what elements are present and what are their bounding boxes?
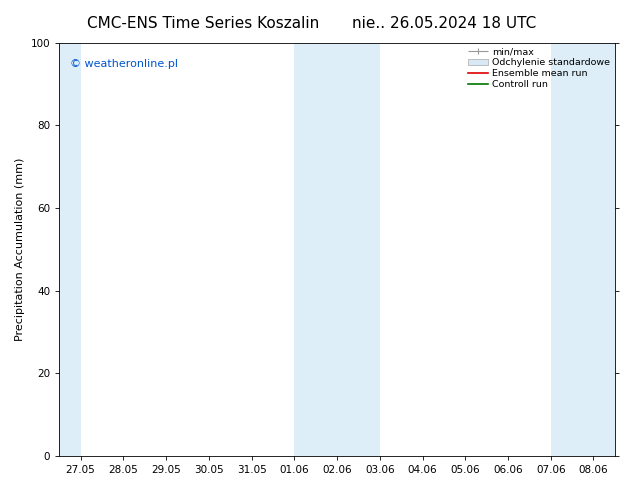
Bar [59,43,81,456]
Legend: min/max, Odchylenie standardowe, Ensemble mean run, Controll run: min/max, Odchylenie standardowe, Ensembl… [465,46,612,91]
Bar [294,43,380,456]
Text: CMC-ENS Time Series Koszalin: CMC-ENS Time Series Koszalin [87,16,319,31]
Text: nie.. 26.05.2024 18 UTC: nie.. 26.05.2024 18 UTC [352,16,536,31]
Bar [551,43,615,456]
Text: © weatheronline.pl: © weatheronline.pl [70,59,178,69]
Y-axis label: Precipitation Accumulation (mm): Precipitation Accumulation (mm) [15,158,25,341]
